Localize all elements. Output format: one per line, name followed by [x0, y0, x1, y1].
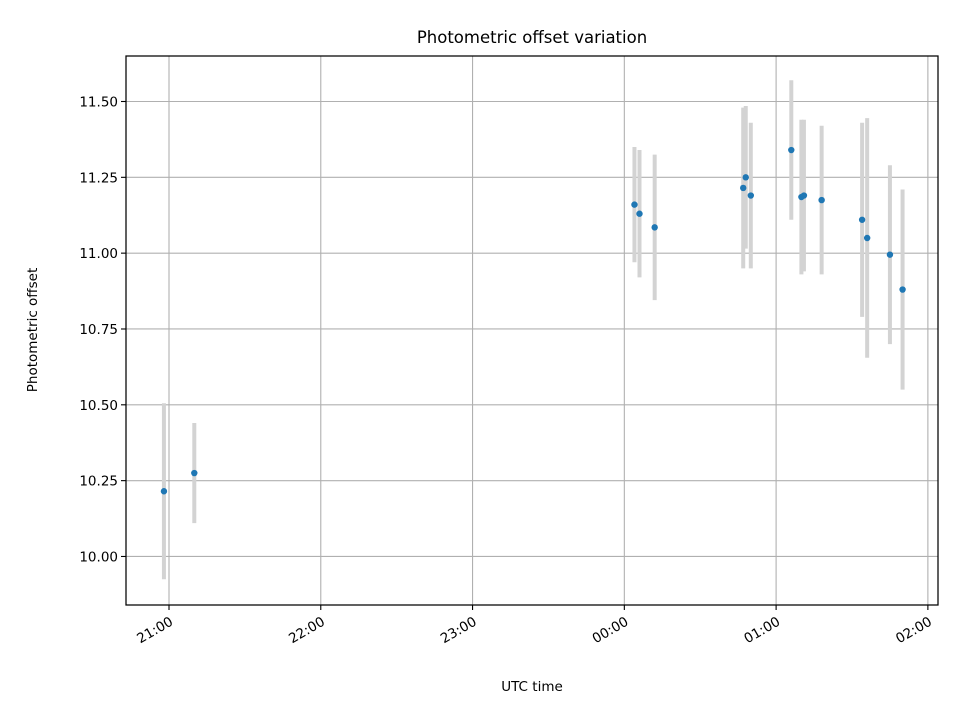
data-point [160, 488, 168, 495]
data-point [899, 286, 906, 293]
data-point [651, 224, 658, 231]
data-point [747, 192, 755, 199]
data-point [636, 210, 643, 217]
data-point [818, 196, 825, 204]
plot-area [126, 56, 938, 605]
data-point [631, 201, 638, 208]
data-point [742, 174, 749, 181]
y-tick-label: 10.00 [79, 549, 118, 565]
chart-title: Photometric offset variation [417, 28, 647, 47]
data-point [740, 184, 747, 192]
data-point [863, 234, 871, 242]
data-point [886, 251, 894, 258]
y-tick-label: 10.50 [79, 398, 118, 414]
y-tick-label: 11.00 [79, 246, 118, 262]
data-point [191, 469, 198, 477]
data-point [858, 216, 866, 223]
y-tick-label: 11.50 [79, 94, 118, 110]
y-tick-label: 10.25 [79, 474, 118, 490]
y-axis-label: Photometric offset [25, 268, 41, 392]
x-axis-label: UTC time [501, 679, 563, 695]
y-tick-label: 10.75 [79, 322, 118, 338]
data-point [800, 192, 808, 199]
data-point [788, 146, 795, 154]
data-points [160, 146, 906, 495]
y-tick-label: 11.25 [79, 170, 118, 186]
plot-frame [125, 55, 939, 606]
